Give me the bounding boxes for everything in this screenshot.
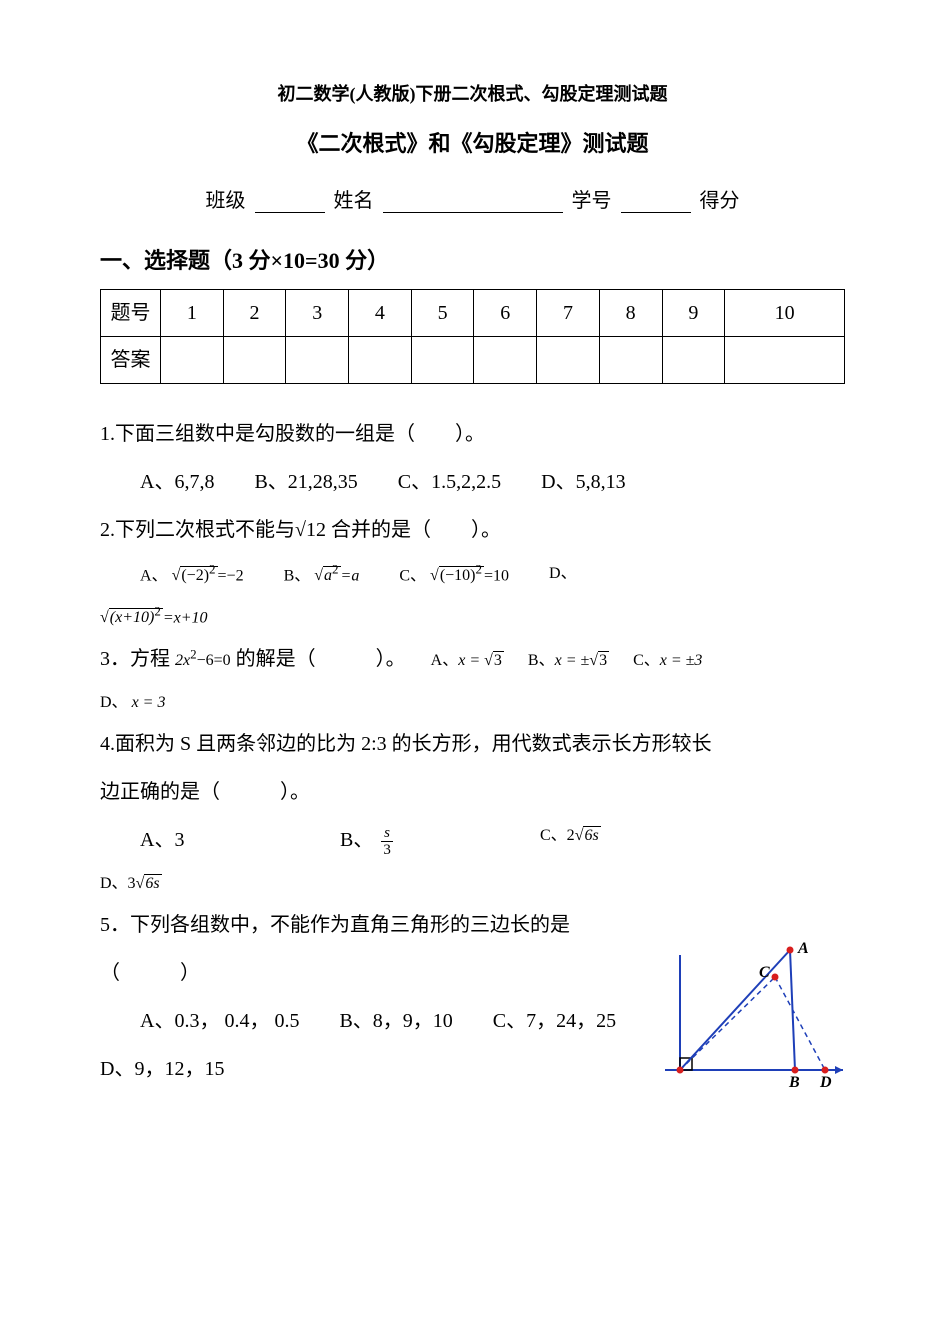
q1-optB: B、21,28,35 [254, 460, 357, 504]
id-label: 学号 [572, 190, 612, 212]
ans-cell [474, 337, 537, 384]
triangle-svg: A C B D [655, 935, 845, 1095]
q3-optC: C、x = ±3 [633, 652, 702, 669]
question-4: 4.面积为 S 且两条邻边的比为 2:3 的长方形，用代数式表示长方形较长 边正… [100, 722, 845, 901]
ans-cell [161, 337, 224, 384]
label-A: A [797, 940, 809, 957]
q1-optD: D、5,8,13 [541, 460, 625, 504]
q3-optB: B、x = ±3 [528, 652, 609, 669]
label-B: B [788, 1074, 800, 1091]
doc-title: 《二次根式》和《勾股定理》测试题 [100, 126, 845, 158]
table-row: 答案 [101, 337, 845, 384]
q1-options: A、6,7,8 B、21,28,35 C、1.5,2,2.5 D、5,8,13 [100, 460, 845, 504]
label-D: D [819, 1074, 832, 1091]
triangle-figure: A C B D [655, 935, 845, 1095]
q4-optA: A、3 [140, 818, 300, 862]
table-row: 题号 1 2 3 4 5 6 7 8 9 10 [101, 290, 845, 337]
q4-text1: 4.面积为 S 且两条邻边的比为 2:3 的长方形，用代数式表示长方形较长 [100, 722, 845, 766]
label-C: C [759, 964, 770, 981]
q4-optD: D、36s [100, 866, 845, 901]
class-blank [255, 193, 325, 213]
question-2: 2.下列二次根式不能与√12 合并的是（ ）。 A、 (−2)2=−2 B、 a… [100, 508, 845, 635]
col-6: 6 [474, 290, 537, 337]
q3-text: 3．方程 2x2−6=0 的解是（ ）。 A、x = 3 B、x = ±3 C、… [100, 637, 845, 681]
col-3: 3 [286, 290, 349, 337]
row-label-answer: 答案 [101, 337, 161, 384]
q5-optC: C、7，24，25 [493, 999, 616, 1043]
q2-line2: (x+10)2=x+10 [100, 598, 845, 636]
q3-optA: A、x = 3 [431, 652, 504, 669]
class-label: 班级 [206, 190, 246, 212]
q1-optA: A、6,7,8 [140, 460, 214, 504]
col-8: 8 [599, 290, 662, 337]
col-1: 1 [161, 290, 224, 337]
name-label: 姓名 [334, 190, 374, 212]
ans-cell [599, 337, 662, 384]
q2-optD: D、 [549, 556, 577, 594]
q2-text: 2.下列二次根式不能与√12 合并的是（ ）。 [100, 508, 845, 552]
col-7: 7 [537, 290, 600, 337]
ans-cell [411, 337, 474, 384]
col-9: 9 [662, 290, 725, 337]
q1-optC: C、1.5,2,2.5 [398, 460, 501, 504]
col-5: 5 [411, 290, 474, 337]
q5-optB: B、8，9，10 [339, 999, 452, 1043]
score-label: 得分 [700, 190, 740, 212]
question-3: 3．方程 2x2−6=0 的解是（ ）。 A、x = 3 B、x = ±3 C、… [100, 637, 845, 720]
col-10: 10 [725, 290, 845, 337]
row-label-question: 题号 [101, 290, 161, 337]
q3-options: A、x = 3 B、x = ±3 C、x = ±3 [411, 652, 703, 669]
section1-heading: 一、选择题（3 分×10=30 分） [100, 243, 845, 275]
doc-header: 初二数学(人教版)下册二次根式、勾股定理测试题 [100, 80, 845, 106]
q4-text2: 边正确的是（ ）。 [100, 770, 845, 814]
q2-optC: C、 (−10)2=10 [399, 556, 509, 594]
q2-optB: B、 a2=a [284, 556, 360, 594]
info-line: 班级 姓名 学号 得分 [100, 184, 845, 213]
q5-optA: A、0.3， 0.4， 0.5 [140, 999, 299, 1043]
ans-cell [223, 337, 286, 384]
ans-cell [725, 337, 845, 384]
name-blank [383, 193, 563, 213]
ans-cell [662, 337, 725, 384]
ans-cell [349, 337, 412, 384]
ans-cell [286, 337, 349, 384]
q4-optB: B、 s3 [340, 818, 500, 862]
q2-options: A、 (−2)2=−2 B、 a2=a C、 (−10)2=10 D、 [100, 556, 845, 594]
q3-optD: D、 x = 3 [100, 685, 845, 720]
answer-table: 题号 1 2 3 4 5 6 7 8 9 10 答案 [100, 289, 845, 384]
q4-options: A、3 B、 s3 C、26s [100, 818, 845, 862]
ans-cell [537, 337, 600, 384]
col-4: 4 [349, 290, 412, 337]
q2-optA: A、 (−2)2=−2 [140, 556, 244, 594]
col-2: 2 [223, 290, 286, 337]
question-1: 1.下面三组数中是勾股数的一组是（ ）。 A、6,7,8 B、21,28,35 … [100, 412, 845, 504]
id-blank [621, 193, 691, 213]
q1-text: 1.下面三组数中是勾股数的一组是（ ）。 [100, 412, 845, 456]
q4-optC: C、26s [540, 818, 601, 862]
